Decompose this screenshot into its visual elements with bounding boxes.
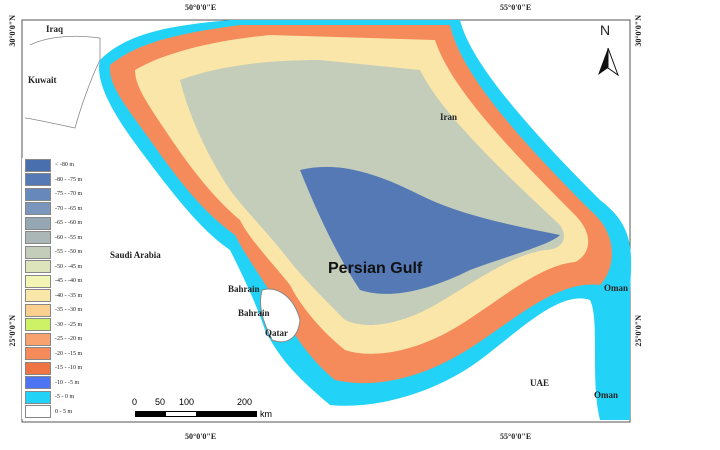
legend-swatch — [25, 274, 51, 288]
legend-item: -65 - -60 m — [22, 216, 84, 231]
left-tick: 25°0'0"N — [8, 315, 17, 347]
legend-label: < -80 m — [55, 162, 75, 169]
legend-item: -45 - -40 m — [22, 274, 84, 289]
legend-swatch — [25, 216, 51, 230]
legend-item: -25 - -20 m — [22, 332, 84, 347]
legend-swatch — [25, 158, 51, 172]
legend-swatch — [25, 202, 51, 216]
place-label: Bahrain — [238, 308, 270, 318]
legend-label: -10 - -5 m — [55, 379, 80, 386]
legend-label: -40 - -35 m — [55, 292, 83, 299]
legend-item: 0 - 5 m — [22, 405, 84, 420]
legend-item: -50 - -45 m — [22, 260, 84, 275]
legend-swatch — [25, 376, 51, 390]
bottom-tick: 50°0'0"E — [185, 432, 217, 441]
legend-item: -5 - 0 m — [22, 390, 84, 405]
north-label: N — [600, 22, 611, 38]
place-label: UAE — [530, 378, 550, 388]
legend-label: -60 - -55 m — [55, 234, 83, 241]
left-tick: 30°0'0"N — [8, 15, 17, 47]
legend-label: -35 - -30 m — [55, 307, 83, 314]
north-arrow-icon — [598, 47, 620, 77]
legend-label: -45 - -40 m — [55, 278, 83, 285]
scale-bar-graphic — [135, 411, 257, 417]
legend-item: -40 - -35 m — [22, 289, 84, 304]
legend-swatch — [25, 289, 51, 303]
top-tick: 55°0'0"E — [500, 3, 532, 12]
legend-label: -30 - -25 m — [55, 321, 83, 328]
legend-label: -15 - -10 m — [55, 365, 83, 372]
legend-swatch — [25, 390, 51, 404]
legend-item: -10 - -5 m — [22, 376, 84, 391]
iraq-kuwait-border — [24, 35, 101, 129]
legend-label: -75 - -70 m — [55, 191, 83, 198]
scale-label: 0 — [132, 397, 138, 407]
legend-label: -80 - -75 m — [55, 176, 83, 183]
legend-label: -5 - 0 m — [55, 394, 75, 401]
legend-swatch — [25, 347, 51, 361]
place-label: Kuwait — [28, 75, 57, 85]
place-label: Bahrain — [228, 284, 260, 294]
legend-item: -30 - -25 m — [22, 318, 84, 333]
legend-item: -80 - -75 m — [22, 173, 84, 188]
legend-swatch — [25, 303, 51, 317]
legend-swatch — [25, 405, 51, 419]
legend-label: -20 - -15 m — [55, 350, 83, 357]
place-label: Iran — [440, 112, 458, 122]
scale-label: 100 — [179, 397, 195, 407]
legend-swatch — [25, 332, 51, 346]
qatar-land — [259, 288, 301, 343]
map-title: Persian Gulf — [328, 260, 423, 277]
place-label: Saudi Arabia — [110, 250, 161, 260]
legend-item: -55 - -50 m — [22, 245, 84, 260]
legend-item: -70 - -65 m — [22, 202, 84, 217]
scale-label: 50 — [155, 397, 166, 407]
scale-bar: 0 50 100 200 km — [132, 397, 285, 419]
legend-item: -75 - -70 m — [22, 187, 84, 202]
legend-item: -15 - -10 m — [22, 361, 84, 376]
legend-swatch — [25, 245, 51, 259]
legend-label: -50 - -45 m — [55, 263, 83, 270]
legend-swatch — [25, 231, 51, 245]
place-label: Iraq — [46, 24, 64, 34]
legend-swatch — [25, 260, 51, 274]
gulf-water — [99, 20, 632, 420]
top-tick: 50°0'0"E — [185, 3, 217, 12]
legend-label: -65 - -60 m — [55, 220, 83, 227]
legend-swatch — [25, 187, 51, 201]
legend-label: -70 - -65 m — [55, 205, 83, 212]
legend-swatch — [25, 361, 51, 375]
legend-label: -55 - -50 m — [55, 249, 83, 256]
place-label: Qatar — [265, 328, 288, 338]
legend-swatch — [25, 318, 51, 332]
bottom-tick: 55°0'0"E — [500, 432, 532, 441]
scale-label: 200 — [237, 397, 253, 407]
legend-swatch — [25, 173, 51, 187]
right-tick: 30°0'0"N — [634, 15, 643, 47]
right-tick: 25°0'0"N — [634, 315, 643, 347]
legend-label: -25 - -20 m — [55, 336, 83, 343]
place-label: Oman — [594, 390, 619, 400]
legend-item: -20 - -15 m — [22, 347, 84, 362]
place-label: Oman — [604, 283, 629, 293]
legend-item: < -80 m — [22, 158, 84, 173]
scale-unit: km — [260, 409, 272, 419]
depth-legend: < -80 m -80 - -75 m -75 - -70 m -70 - -65 m… — [22, 158, 84, 419]
legend-label: 0 - 5 m — [55, 408, 73, 415]
legend-item: -35 - -30 m — [22, 303, 84, 318]
legend-item: -60 - -55 m — [22, 231, 84, 246]
